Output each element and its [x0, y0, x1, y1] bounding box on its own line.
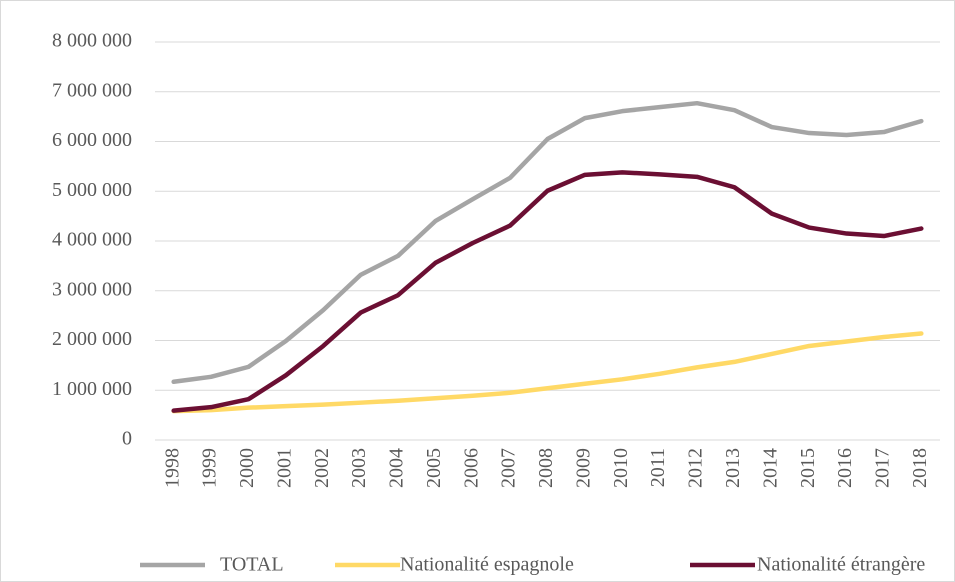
series-line — [171, 331, 924, 414]
x-tick-label: 2018 — [909, 448, 931, 488]
x-tick-label: 2016 — [834, 448, 856, 488]
y-tick-label: 5 000 000 — [52, 179, 132, 201]
x-tick-label: 2000 — [236, 448, 258, 488]
x-tick-label: 2006 — [460, 448, 482, 488]
legend-label: Nationalité étrangère — [757, 554, 925, 576]
x-tick-label: 2003 — [348, 448, 370, 488]
x-tick-label: 2001 — [273, 448, 295, 488]
x-tick-label: 2004 — [386, 448, 408, 488]
x-tick-label: 2009 — [572, 448, 594, 488]
x-tick-label: 2007 — [498, 448, 520, 488]
x-tick-label: 2005 — [423, 448, 445, 488]
x-tick-label: 2010 — [610, 448, 632, 488]
y-tick-label: 0 — [122, 428, 132, 450]
x-tick-label: 1999 — [199, 448, 221, 488]
x-tick-label: 2013 — [722, 448, 744, 488]
x-tick-label: 2002 — [311, 448, 333, 488]
series-line — [171, 170, 924, 413]
y-tick-label: 4 000 000 — [52, 229, 132, 251]
legend-label: TOTAL — [220, 554, 284, 576]
x-tick-label: 2011 — [647, 448, 669, 487]
x-tick-label: 2017 — [872, 448, 894, 488]
x-tick-label: 2014 — [759, 448, 781, 488]
x-tick-label: 2015 — [797, 448, 819, 488]
legend-label: Nationalité espagnole — [400, 554, 574, 576]
x-tick-label: 2008 — [535, 448, 557, 488]
y-tick-label: 7 000 000 — [52, 79, 132, 101]
y-tick-label: 6 000 000 — [52, 129, 132, 151]
series-line — [171, 100, 924, 385]
x-tick-label: 1998 — [161, 448, 183, 488]
y-tick-label: 2 000 000 — [52, 328, 132, 350]
x-tick-label: 2012 — [685, 448, 707, 488]
y-tick-label: 8 000 000 — [52, 30, 132, 52]
y-tick-label: 3 000 000 — [52, 278, 132, 300]
y-tick-label: 1 000 000 — [52, 378, 132, 400]
